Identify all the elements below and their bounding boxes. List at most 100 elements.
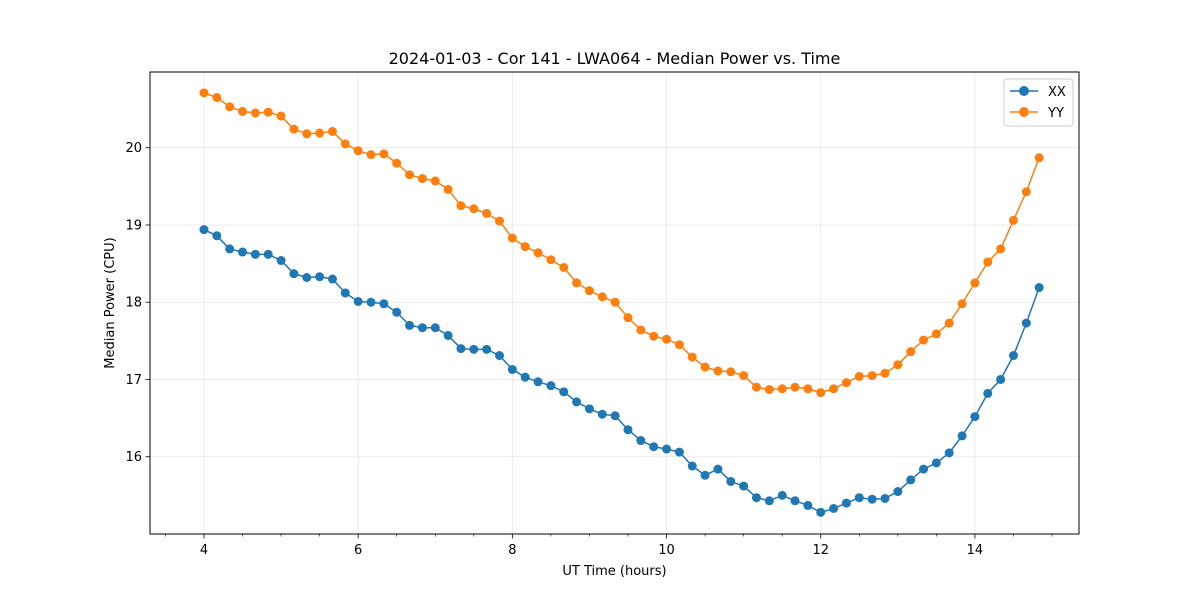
y-tick-label-1: 17 bbox=[125, 373, 142, 388]
data-point-xx bbox=[944, 448, 954, 458]
data-point-yy bbox=[469, 204, 479, 214]
data-point-yy bbox=[572, 278, 582, 288]
data-point-yy bbox=[867, 371, 877, 381]
data-point-yy bbox=[713, 366, 723, 376]
data-point-yy bbox=[494, 216, 504, 226]
data-point-xx bbox=[238, 247, 248, 257]
data-point-xx bbox=[983, 388, 993, 398]
data-point-xx bbox=[559, 387, 569, 397]
data-point-yy bbox=[854, 371, 864, 381]
data-point-yy bbox=[751, 382, 761, 392]
data-point-xx bbox=[636, 436, 646, 446]
data-point-yy bbox=[520, 242, 530, 252]
data-point-xx bbox=[893, 487, 903, 497]
data-point-yy bbox=[482, 208, 492, 218]
data-point-yy bbox=[1021, 187, 1031, 197]
data-point-yy bbox=[919, 335, 929, 345]
data-point-xx bbox=[919, 464, 929, 474]
data-point-yy bbox=[636, 325, 646, 335]
data-point-yy bbox=[739, 371, 749, 381]
data-point-yy bbox=[944, 318, 954, 328]
grid-lines bbox=[150, 72, 1079, 534]
x-tick-label-0: 4 bbox=[200, 543, 208, 558]
data-point-yy bbox=[687, 352, 697, 362]
data-point-yy bbox=[430, 176, 440, 186]
series-layer bbox=[199, 88, 1044, 517]
data-point-xx bbox=[276, 256, 286, 266]
data-point-yy bbox=[212, 92, 222, 102]
data-point-xx bbox=[520, 372, 530, 382]
data-point-yy bbox=[996, 244, 1006, 254]
data-point-yy bbox=[327, 126, 337, 136]
data-point-xx bbox=[456, 344, 466, 354]
data-point-yy bbox=[353, 146, 363, 156]
data-point-xx bbox=[392, 307, 402, 317]
axis-ticks: 4 6 8 10 12 14 16 17 18 19 20 bbox=[125, 141, 1053, 558]
data-point-yy bbox=[841, 378, 851, 388]
data-point-yy bbox=[315, 128, 325, 138]
data-point-yy bbox=[1008, 215, 1018, 225]
data-point-xx bbox=[353, 296, 363, 306]
data-point-xx bbox=[764, 496, 774, 506]
data-point-yy bbox=[533, 248, 543, 258]
data-point-yy bbox=[829, 384, 839, 394]
data-point-yy bbox=[366, 150, 376, 160]
data-point-xx bbox=[867, 494, 877, 504]
data-point-yy bbox=[276, 111, 286, 121]
data-point-xx bbox=[970, 412, 980, 422]
data-point-xx bbox=[546, 381, 556, 391]
data-point-xx bbox=[1034, 283, 1044, 293]
data-point-yy bbox=[816, 388, 826, 398]
data-point-xx bbox=[841, 498, 851, 508]
chart-title: 2024-01-03 - Cor 141 - LWA064 - Median P… bbox=[389, 49, 841, 68]
data-point-xx bbox=[777, 490, 787, 500]
data-point-xx bbox=[957, 431, 967, 441]
data-point-yy bbox=[302, 129, 312, 139]
data-point-xx bbox=[996, 374, 1006, 384]
data-point-xx bbox=[263, 249, 273, 259]
data-point-xx bbox=[430, 323, 440, 333]
data-point-xx bbox=[790, 496, 800, 506]
data-point-yy bbox=[726, 367, 736, 377]
data-point-yy bbox=[957, 299, 967, 309]
data-point-yy bbox=[392, 158, 402, 168]
data-point-xx bbox=[315, 272, 325, 282]
legend: XX YY bbox=[1003, 78, 1074, 127]
data-point-yy bbox=[983, 257, 993, 267]
data-point-xx bbox=[674, 447, 684, 457]
data-point-xx bbox=[533, 377, 543, 387]
y-tick-label-2: 18 bbox=[125, 296, 142, 311]
data-point-xx bbox=[931, 458, 941, 468]
data-point-xx bbox=[597, 409, 607, 419]
data-point-xx bbox=[482, 344, 492, 354]
data-point-xx bbox=[816, 507, 826, 517]
data-point-yy bbox=[263, 107, 273, 117]
data-point-yy bbox=[970, 278, 980, 288]
data-point-xx bbox=[906, 475, 916, 485]
data-point-yy bbox=[250, 108, 260, 118]
x-tick-label-2: 8 bbox=[508, 543, 516, 558]
data-point-xx bbox=[469, 344, 479, 354]
data-point-xx bbox=[854, 493, 864, 503]
data-point-xx bbox=[649, 442, 659, 452]
data-point-xx bbox=[610, 411, 620, 421]
data-point-yy bbox=[289, 124, 299, 134]
legend-marker-yy bbox=[1019, 107, 1029, 117]
data-point-yy bbox=[443, 184, 453, 194]
data-point-yy bbox=[790, 382, 800, 392]
data-point-xx bbox=[417, 323, 427, 333]
data-point-yy bbox=[456, 201, 466, 211]
data-point-xx bbox=[199, 225, 209, 235]
data-point-yy bbox=[777, 384, 787, 394]
data-point-xx bbox=[494, 351, 504, 361]
data-point-yy bbox=[584, 286, 594, 296]
x-axis-label: UT Time (hours) bbox=[562, 564, 666, 579]
data-point-yy bbox=[417, 174, 427, 184]
data-point-xx bbox=[212, 231, 222, 241]
data-point-xx bbox=[726, 476, 736, 486]
y-tick-label-3: 19 bbox=[125, 218, 142, 233]
data-point-yy bbox=[1034, 153, 1044, 163]
data-point-yy bbox=[597, 292, 607, 302]
data-point-yy bbox=[340, 139, 350, 149]
x-tick-label-4: 12 bbox=[812, 543, 829, 558]
